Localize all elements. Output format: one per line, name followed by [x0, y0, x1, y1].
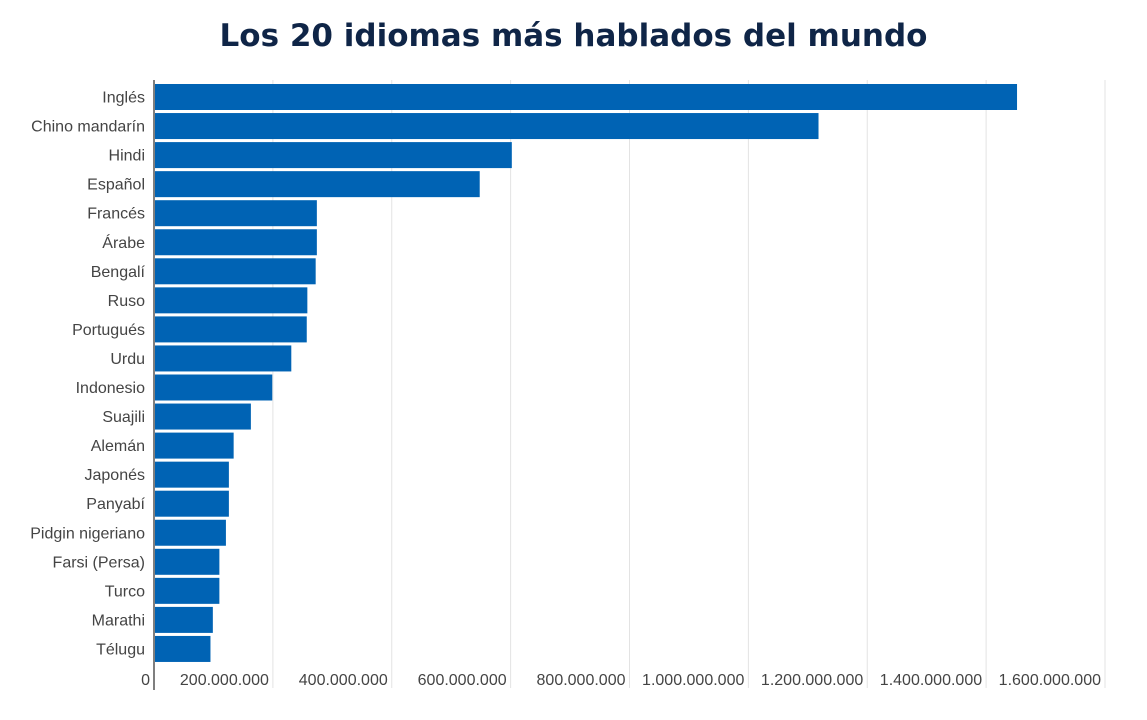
category-label: Chino mandarín — [31, 119, 145, 136]
bar — [155, 635, 211, 662]
category-label: Portugués — [72, 322, 145, 339]
category-label: Panyabí — [86, 496, 145, 513]
bars — [155, 84, 1018, 662]
bar — [155, 519, 226, 546]
category-label: Turco — [105, 583, 145, 600]
chart-title: Los 20 idiomas más hablados del mundo — [219, 18, 928, 54]
category-label: Francés — [87, 206, 145, 223]
category-label: Farsi (Persa) — [53, 554, 145, 571]
category-label: Japonés — [85, 467, 146, 484]
x-tick-label: 0 — [141, 672, 150, 689]
category-label: Ruso — [108, 293, 145, 310]
bar — [155, 113, 819, 140]
x-tick-label: 400.000.000 — [299, 672, 388, 689]
x-tick-label: 200.000.000 — [180, 672, 269, 689]
category-labels: Inglés Chino mandarín Hindi Español Francés Á… — [30, 90, 145, 659]
category-label: Inglés — [102, 90, 145, 107]
bar — [155, 490, 229, 517]
category-label: Bengalí — [91, 264, 146, 281]
bar — [155, 316, 307, 343]
bar — [155, 374, 273, 401]
x-tick-label: 1.200.000.000 — [761, 672, 863, 689]
category-label: Suajili — [102, 409, 145, 426]
bar — [155, 403, 251, 430]
bar — [155, 200, 317, 227]
bar — [155, 548, 220, 575]
category-label: Pidgin nigeriano — [30, 525, 145, 542]
bar — [155, 142, 512, 169]
x-tick-label: 800.000.000 — [537, 672, 626, 689]
bar — [155, 577, 220, 604]
bar — [155, 345, 292, 372]
category-label: Marathi — [92, 612, 145, 629]
bar — [155, 229, 317, 256]
bar — [155, 258, 316, 285]
bar — [155, 84, 1018, 110]
category-label: Indonesio — [76, 380, 145, 397]
bar — [155, 171, 480, 198]
x-tick-label: 1.000.000.000 — [642, 672, 744, 689]
category-label: Hindi — [109, 148, 145, 165]
bar — [155, 606, 213, 633]
bar — [155, 287, 308, 314]
category-label: Alemán — [91, 438, 145, 455]
category-label: Árabe — [102, 233, 145, 252]
x-tick-label: 1.400.000.000 — [880, 672, 982, 689]
category-label: Español — [87, 177, 145, 194]
x-tick-label: 600.000.000 — [418, 672, 507, 689]
bar — [155, 432, 234, 459]
x-tick-label: 1.600.000.000 — [999, 672, 1101, 689]
category-label: Urdu — [110, 351, 145, 368]
category-label: Télugu — [96, 641, 145, 658]
x-tick-labels: 0 200.000.000 400.000.000 600.000.000 800.00… — [141, 672, 1101, 689]
bar — [155, 461, 229, 488]
